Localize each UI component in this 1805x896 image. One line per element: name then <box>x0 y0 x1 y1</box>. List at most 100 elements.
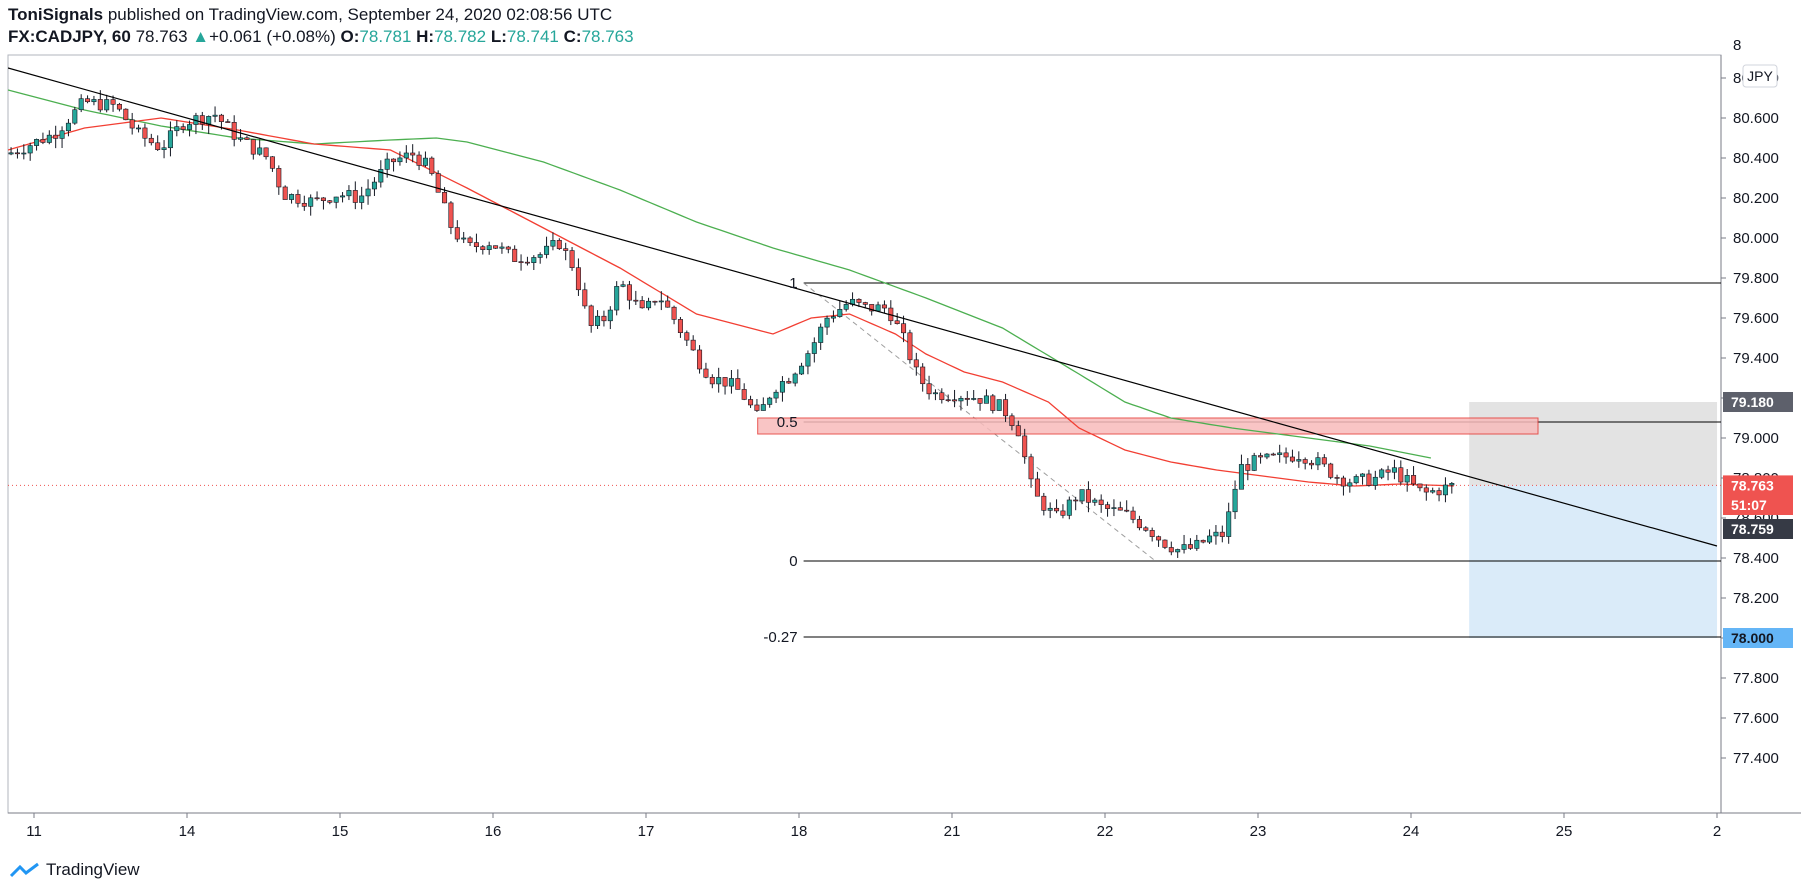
candle-up[interactable] <box>1251 455 1257 471</box>
candle-up[interactable] <box>607 309 613 322</box>
candle-down[interactable] <box>1258 455 1264 458</box>
candle-up[interactable] <box>1264 453 1270 458</box>
candle-up[interactable] <box>422 157 428 166</box>
candle-up[interactable] <box>805 353 811 367</box>
candle-down[interactable] <box>1117 507 1123 511</box>
candle-down[interactable] <box>1328 463 1334 478</box>
fib-anchor-line[interactable] <box>803 282 1156 562</box>
candle-down[interactable] <box>1098 499 1104 505</box>
candle-down[interactable] <box>276 168 282 188</box>
candle-up[interactable] <box>767 397 773 405</box>
price-label-target[interactable] <box>1723 628 1793 648</box>
candle-down[interactable] <box>1009 415 1015 426</box>
candle-up[interactable] <box>359 195 365 203</box>
candle-down[interactable] <box>735 378 741 390</box>
candle-down[interactable] <box>110 99 116 105</box>
symbol-label[interactable]: FX:CADJPY, 60 <box>8 27 131 46</box>
candle-down[interactable] <box>301 202 307 207</box>
candle-up[interactable] <box>206 116 212 125</box>
candle-up[interactable] <box>779 381 785 393</box>
candle-up[interactable] <box>728 378 734 387</box>
candle-down[interactable] <box>518 261 524 263</box>
currency-badge[interactable] <box>1742 64 1778 88</box>
candle-up[interactable] <box>397 157 403 163</box>
candle-up[interactable] <box>78 98 84 111</box>
candle-down[interactable] <box>1411 475 1417 485</box>
candle-down[interactable] <box>690 339 696 351</box>
candle-up[interactable] <box>595 315 601 326</box>
candle-down[interactable] <box>1073 499 1079 502</box>
candle-down[interactable] <box>1149 530 1155 537</box>
candle-down[interactable] <box>939 392 945 401</box>
candle-up[interactable] <box>21 152 27 155</box>
take-profit-zone[interactable] <box>1469 485 1718 638</box>
candle-down[interactable] <box>1105 504 1111 509</box>
candle-down[interactable] <box>352 190 358 203</box>
candle-down[interactable] <box>1136 519 1142 529</box>
price-label-stop[interactable] <box>1723 392 1793 412</box>
candle-down[interactable] <box>652 300 658 303</box>
candle-down[interactable] <box>556 240 562 249</box>
candle-down[interactable] <box>741 389 747 400</box>
price-label-entry[interactable] <box>1723 519 1793 539</box>
candle-down[interactable] <box>473 242 479 247</box>
candle-down[interactable] <box>1156 536 1162 541</box>
candle-down[interactable] <box>1219 531 1225 537</box>
candle-up[interactable] <box>1079 489 1085 502</box>
candle-down[interactable] <box>454 227 460 240</box>
candle-down[interactable] <box>722 377 728 387</box>
candle-down[interactable] <box>754 404 760 411</box>
candle-up[interactable] <box>1353 476 1359 484</box>
candle-down[interactable] <box>1060 510 1066 516</box>
candle-up[interactable] <box>1391 467 1397 473</box>
candle-up[interactable] <box>1449 483 1455 486</box>
price-label-last[interactable] <box>1723 475 1793 496</box>
candle-up[interactable] <box>1296 459 1302 462</box>
candle-down[interactable] <box>1028 456 1034 480</box>
price-label-countdown[interactable] <box>1723 495 1793 515</box>
candle-up[interactable] <box>1047 507 1053 511</box>
candle-down[interactable] <box>218 114 224 122</box>
candle-down[interactable] <box>1162 539 1168 548</box>
candle-up[interactable] <box>59 130 65 139</box>
candle-down[interactable] <box>964 397 970 400</box>
candle-down[interactable] <box>148 137 154 144</box>
candle-up[interactable] <box>486 245 492 250</box>
candle-down[interactable] <box>1302 459 1308 464</box>
candle-up[interactable] <box>1442 484 1448 496</box>
candle-down[interactable] <box>588 305 594 326</box>
candle-down[interactable] <box>1340 477 1346 487</box>
candle-up[interactable] <box>843 304 849 310</box>
candle-down[interactable] <box>786 381 792 384</box>
candle-down[interactable] <box>881 304 887 309</box>
candle-up[interactable] <box>716 377 722 385</box>
author-name[interactable]: ToniSignals <box>8 5 104 24</box>
candle-up[interactable] <box>1175 549 1181 553</box>
candle-down[interactable] <box>633 299 639 302</box>
candle-up[interactable] <box>544 245 550 255</box>
candle-down[interactable] <box>505 246 511 250</box>
footer-brand[interactable]: TradingView <box>10 860 140 880</box>
candle-up[interactable] <box>824 317 830 328</box>
candle-up[interactable] <box>875 304 881 312</box>
candle-down[interactable] <box>563 248 569 251</box>
candle-down[interactable] <box>1143 527 1149 531</box>
candle-up[interactable] <box>1213 531 1219 537</box>
candle-down[interactable] <box>524 261 530 264</box>
candle-down[interactable] <box>869 304 875 312</box>
candle-down[interactable] <box>314 197 320 200</box>
candle-down[interactable] <box>1436 490 1442 496</box>
candle-up[interactable] <box>837 309 843 317</box>
candle-up[interactable] <box>1207 535 1213 543</box>
candle-down[interactable] <box>391 158 397 163</box>
candle-up[interactable] <box>1315 457 1321 466</box>
candle-down[interactable] <box>1334 477 1340 479</box>
candle-up[interactable] <box>34 139 40 146</box>
candle-up[interactable] <box>792 373 798 384</box>
candle-up[interactable] <box>773 391 779 399</box>
candle-up[interactable] <box>365 188 371 197</box>
candle-down[interactable] <box>1015 425 1021 437</box>
candle-down[interactable] <box>1283 452 1289 458</box>
candle-up[interactable] <box>1226 511 1232 537</box>
candle-up[interactable] <box>212 114 218 117</box>
